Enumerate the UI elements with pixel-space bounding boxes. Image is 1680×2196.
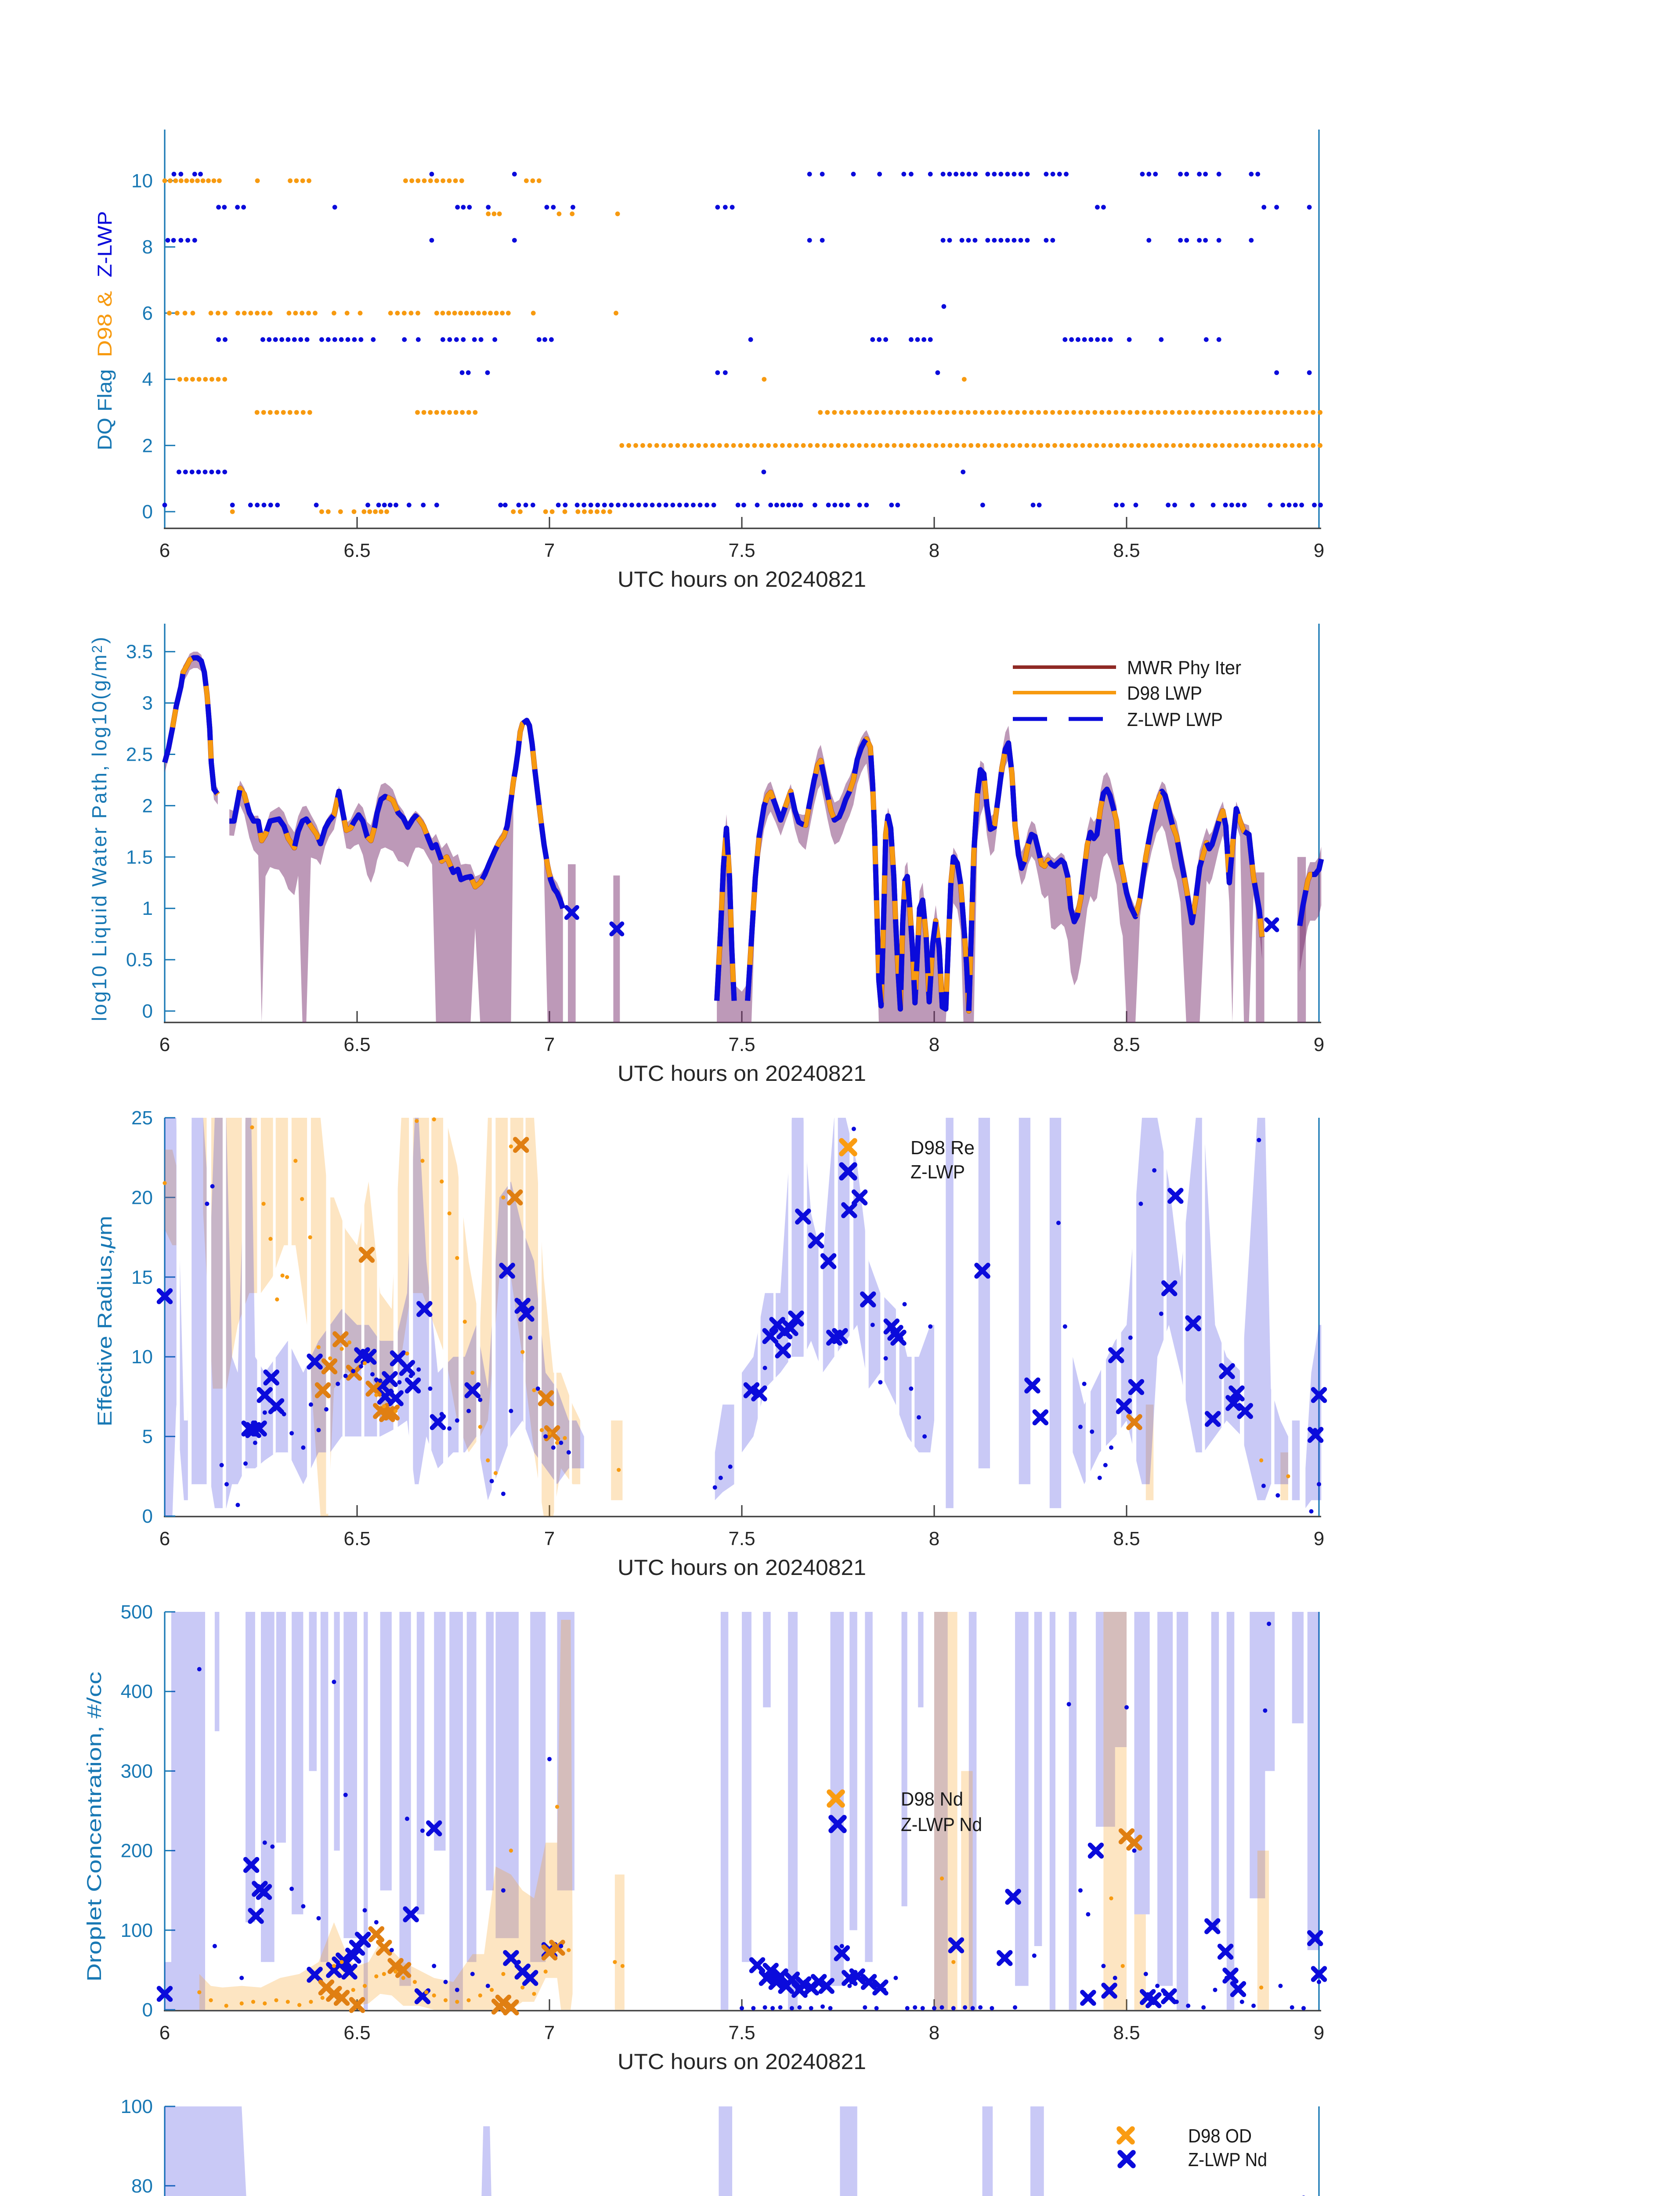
svg-text:15: 15 [131, 1267, 153, 1288]
svg-text:500: 500 [121, 1601, 153, 1623]
svg-text:6: 6 [142, 303, 153, 324]
svg-text:0: 0 [142, 1000, 153, 1022]
svg-text:9: 9 [1314, 540, 1324, 561]
svg-text:8: 8 [929, 1528, 939, 1549]
svg-text:D98 Re: D98 Re [910, 1137, 975, 1159]
svg-text:0: 0 [142, 1999, 153, 2021]
svg-text:D98 LWP: D98 LWP [1127, 683, 1202, 704]
svg-text:7.5: 7.5 [728, 1528, 755, 1549]
svg-text:0: 0 [142, 1506, 153, 1527]
svg-text:100: 100 [121, 2096, 153, 2117]
svg-text:7: 7 [544, 540, 555, 561]
svg-text:Z-LWP Nd: Z-LWP Nd [1188, 2149, 1267, 2171]
svg-text:8: 8 [929, 2022, 939, 2044]
svg-text:2.5: 2.5 [126, 744, 153, 766]
svg-text:1: 1 [142, 898, 153, 919]
svg-text:UTC hours on 20240821: UTC hours on 20240821 [618, 2049, 866, 2074]
svg-text:2: 2 [142, 795, 153, 816]
svg-text:10: 10 [131, 1346, 153, 1368]
svg-text:100: 100 [121, 1920, 153, 1941]
svg-text:0.5: 0.5 [126, 949, 153, 971]
svg-text:2: 2 [142, 435, 153, 456]
svg-text:8.5: 8.5 [1113, 2022, 1140, 2044]
svg-text:25: 25 [131, 1107, 153, 1129]
svg-text:1.5: 1.5 [126, 846, 153, 868]
svg-text:6: 6 [159, 540, 170, 561]
svg-text:MWR Phy Iter: MWR Phy Iter [1127, 657, 1241, 679]
svg-text:6.5: 6.5 [343, 2022, 370, 2044]
svg-text:7: 7 [544, 1528, 555, 1549]
svg-text:3.5: 3.5 [126, 641, 153, 663]
svg-text:8.5: 8.5 [1113, 1034, 1140, 1055]
svg-text:6.5: 6.5 [343, 1034, 370, 1055]
svg-text:DQ Flag: DQ Flag [94, 369, 116, 451]
svg-text:Z-LWP: Z-LWP [94, 211, 116, 278]
svg-text:20: 20 [131, 1187, 153, 1208]
svg-text:300: 300 [121, 1760, 153, 1782]
svg-text:UTC hours on 20240821: UTC hours on 20240821 [618, 1061, 866, 1086]
svg-text:Z-LWP: Z-LWP [910, 1161, 965, 1183]
svg-text:8: 8 [929, 1034, 939, 1055]
svg-text:7.5: 7.5 [728, 2022, 755, 2044]
svg-text:6.5: 6.5 [343, 1528, 370, 1549]
svg-text:6: 6 [159, 1034, 170, 1055]
svg-text:log10 Liquid Water Path, log10: log10 Liquid Water Path, log10(g/m2) [88, 636, 111, 1022]
svg-text:9: 9 [1314, 1528, 1324, 1549]
svg-text:3: 3 [142, 693, 153, 714]
svg-text:6: 6 [159, 1528, 170, 1549]
svg-text:8: 8 [142, 236, 153, 258]
svg-text:5: 5 [142, 1426, 153, 1448]
svg-text:D98 Nd: D98 Nd [901, 1788, 963, 1810]
svg-text:10: 10 [131, 170, 153, 192]
svg-text:6: 6 [159, 2022, 170, 2044]
svg-text:8.5: 8.5 [1113, 1528, 1140, 1549]
svg-text:4: 4 [142, 369, 153, 390]
svg-text:8.5: 8.5 [1113, 540, 1140, 561]
svg-text:Z-LWP LWP: Z-LWP LWP [1127, 709, 1223, 730]
svg-text:Z-LWP Nd: Z-LWP Nd [901, 1814, 982, 1835]
svg-text:8: 8 [929, 540, 939, 561]
svg-text:Droplet Concentration, #/cc: Droplet Concentration, #/cc [83, 1672, 105, 1982]
svg-text:7.5: 7.5 [728, 1034, 755, 1055]
svg-text:D98 &: D98 & [94, 291, 116, 358]
svg-text:UTC hours on 20240821: UTC hours on 20240821 [618, 1555, 866, 1580]
svg-text:7: 7 [544, 1034, 555, 1055]
svg-text:D98 OD: D98 OD [1188, 2125, 1252, 2147]
svg-text:400: 400 [121, 1681, 153, 1702]
svg-text:UTC hours on 20240821: UTC hours on 20240821 [618, 567, 866, 592]
svg-text:7.5: 7.5 [728, 540, 755, 561]
svg-text:Effective Radius,μm: Effective Radius,μm [94, 1216, 116, 1427]
svg-text:9: 9 [1314, 2022, 1324, 2044]
svg-text:200: 200 [121, 1840, 153, 1862]
svg-text:7: 7 [544, 2022, 555, 2044]
svg-text:9: 9 [1314, 1034, 1324, 1055]
svg-text:6.5: 6.5 [343, 540, 370, 561]
svg-text:80: 80 [131, 2175, 153, 2196]
svg-text:0: 0 [142, 501, 153, 523]
